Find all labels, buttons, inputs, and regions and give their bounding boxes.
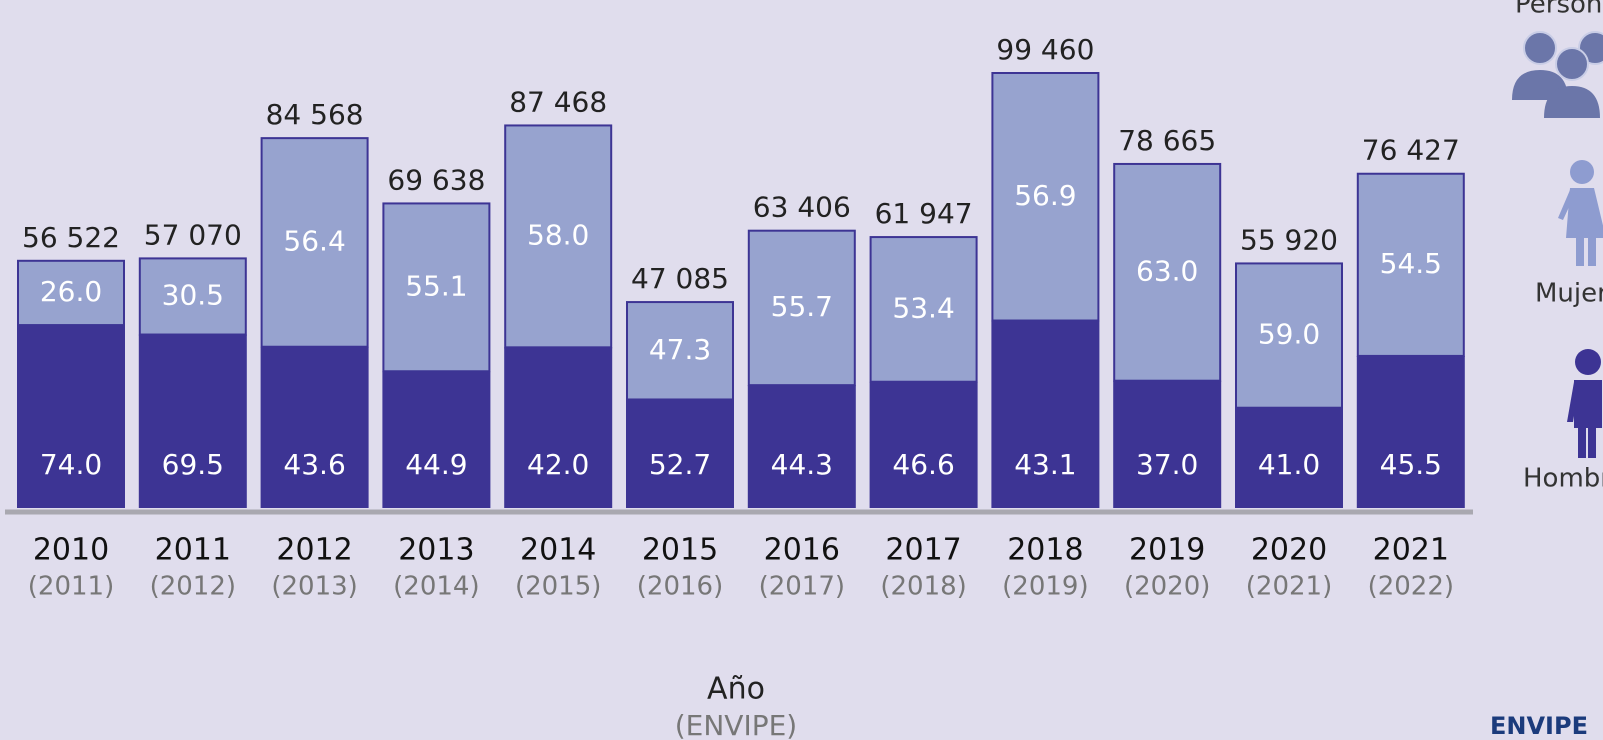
value-label: 59.0 [1258, 318, 1320, 351]
value-label: 43.1 [1014, 448, 1076, 481]
value-label: 69.5 [162, 448, 224, 481]
total-label: 78 665 [1118, 124, 1216, 157]
value-label: 42.0 [527, 448, 589, 481]
bar-segment [138, 257, 247, 336]
total-label: 57 070 [144, 218, 242, 251]
total-label: 99 460 [996, 33, 1094, 66]
bar-segment [1235, 407, 1343, 508]
x-tick-sublabel: (2017) [759, 572, 845, 602]
x-tick-label: 2019 [1129, 533, 1205, 568]
value-label: 53.4 [892, 291, 954, 324]
x-tick-sublabel: (2013) [271, 572, 357, 602]
value-label: 44.9 [405, 448, 467, 481]
total-label: 87 468 [509, 85, 607, 118]
total-label: 47 085 [631, 262, 729, 295]
x-axis-subtitle: (ENVIPE) [675, 709, 797, 740]
logo: ENVIPE [1490, 712, 1588, 740]
value-label: 30.5 [162, 278, 224, 311]
bar-segment [869, 381, 978, 508]
value-label: 41.0 [1258, 448, 1320, 481]
x-tick-label: 2015 [642, 533, 718, 568]
value-label: 47.3 [649, 333, 711, 366]
x-tick-sublabel: (2011) [28, 572, 114, 602]
x-tick-sublabel: (2015) [515, 572, 601, 602]
legend-label: Hombres [1523, 464, 1603, 494]
x-tick-label: 2020 [1251, 533, 1327, 568]
bar-segment [260, 346, 369, 508]
value-label: 55.7 [771, 290, 833, 323]
bar-segment [626, 301, 734, 401]
hombres-icon [1567, 349, 1602, 458]
legend-label: Personas [1515, 0, 1603, 20]
value-label: 54.5 [1380, 247, 1442, 280]
mujeres-icon [1558, 160, 1603, 266]
bar-segment [1356, 355, 1465, 508]
x-tick-label: 2010 [33, 533, 109, 568]
value-label: 74.0 [40, 448, 102, 481]
bar-segment [1113, 380, 1222, 508]
x-tick-label: 2021 [1373, 533, 1449, 568]
legend-label: Mujeres [1535, 279, 1603, 309]
value-label: 46.6 [892, 448, 954, 481]
x-tick-sublabel: (2016) [637, 572, 723, 602]
bar-segment [1113, 162, 1222, 382]
x-tick-sublabel: (2020) [1124, 572, 1210, 602]
value-label: 26.0 [40, 275, 102, 308]
x-tick-label: 2014 [520, 533, 596, 568]
bar-segment [504, 347, 613, 508]
value-label: 45.5 [1380, 448, 1442, 481]
total-label: 76 427 [1362, 134, 1460, 167]
bar-segment [1356, 172, 1465, 357]
value-label: 56.4 [283, 224, 345, 257]
x-tick-label: 2011 [155, 533, 231, 568]
value-label: 58.0 [527, 218, 589, 251]
value-label: 63.0 [1136, 254, 1198, 287]
bar-segment [747, 385, 856, 508]
x-tick-label: 2017 [885, 533, 961, 568]
value-label: 43.6 [283, 448, 345, 481]
total-label: 61 947 [875, 197, 973, 230]
bar-segment [991, 72, 1100, 322]
value-label: 52.7 [649, 448, 711, 481]
x-tick-sublabel: (2018) [880, 572, 966, 602]
x-tick-sublabel: (2021) [1246, 572, 1332, 602]
bar-segment [382, 202, 491, 373]
personas-icon [1512, 31, 1603, 118]
x-tick-label: 2013 [398, 533, 474, 568]
value-label: 44.3 [771, 448, 833, 481]
value-label: 55.1 [405, 269, 467, 302]
x-tick-sublabel: (2019) [1002, 572, 1088, 602]
bar-segment [260, 137, 369, 348]
bar-segment [991, 320, 1100, 508]
total-label: 84 568 [266, 98, 364, 131]
bar-segment [382, 371, 491, 508]
x-tick-sublabel: (2012) [150, 572, 236, 602]
total-label: 55 920 [1240, 223, 1338, 256]
bar-segment [17, 325, 125, 508]
x-tick-sublabel: (2014) [393, 572, 479, 602]
bar-segment [17, 259, 125, 327]
value-label: 37.0 [1136, 448, 1198, 481]
x-tick-label: 2012 [276, 533, 352, 568]
total-label: 56 522 [22, 221, 120, 254]
value-label: 56.9 [1014, 179, 1076, 212]
bar-segment [504, 124, 613, 349]
x-tick-label: 2016 [764, 533, 840, 568]
x-axis-title: Año [707, 672, 765, 707]
total-label: 69 638 [387, 163, 485, 196]
bar-segment [747, 229, 856, 387]
bar-segment [138, 334, 247, 508]
x-tick-label: 2018 [1007, 533, 1083, 568]
total-label: 63 406 [753, 191, 851, 224]
bar-segment [626, 399, 734, 508]
bar-segment [1235, 262, 1343, 409]
x-tick-sublabel: (2022) [1368, 572, 1454, 602]
